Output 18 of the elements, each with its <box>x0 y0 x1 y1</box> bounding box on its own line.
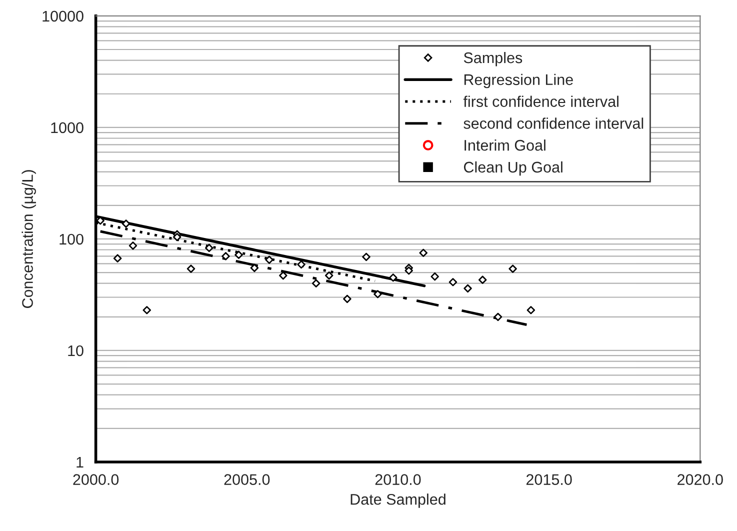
x-tick-label: 2015.0 <box>526 474 572 485</box>
legend-label: second confidence interval <box>464 118 644 129</box>
x-tick-label: 2010.0 <box>375 474 421 485</box>
y-tick-label: 10 <box>68 345 84 356</box>
legend-label: Clean Up Goal <box>464 161 562 176</box>
y-tick-label: 1000 <box>51 122 84 134</box>
legend-label: first confidence interval <box>463 96 618 107</box>
y-tick-label: 100 <box>60 234 84 245</box>
x-tick-label: 2005.0 <box>224 474 270 485</box>
y-axis-title: Concentration (µg/L) <box>22 170 36 308</box>
legend-label: Regression Line <box>464 74 573 88</box>
legend-label: Interim Goal <box>464 140 546 151</box>
x-tick-label: 2020.0 <box>678 474 723 485</box>
y-tick-label: 1 <box>76 456 84 468</box>
x-tick-label: 2000.0 <box>73 474 119 485</box>
x-axis-title: Date Sampled <box>350 494 446 508</box>
legend-label: Samples <box>464 52 522 66</box>
y-tick-label: 10000 <box>42 10 84 22</box>
